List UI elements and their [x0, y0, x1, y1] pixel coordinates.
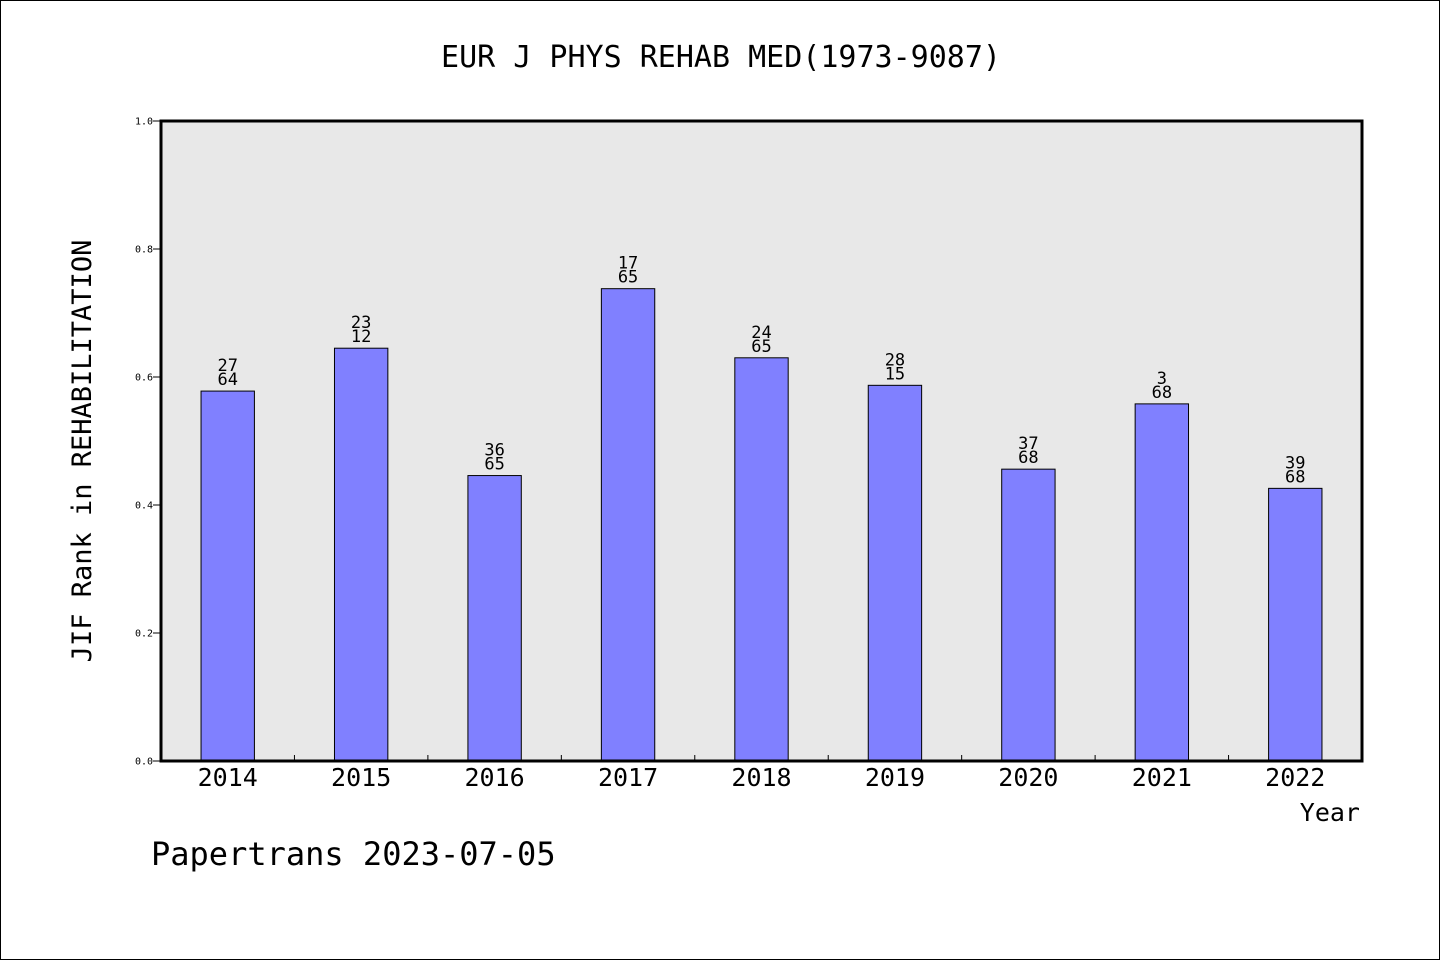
bar-2019 [867, 384, 923, 762]
bar-2015 [333, 347, 389, 762]
plot-border [159, 119, 1364, 763]
bar-label-bottom: 68 [1152, 383, 1172, 403]
bar-label-bottom: 64 [217, 370, 237, 390]
x-tick-label: 2016 [465, 763, 525, 792]
y-axis-label: JIF Rank in REHABILITATION [67, 240, 98, 663]
x-tick-label: 2017 [598, 763, 658, 792]
x-tick-label: 2014 [198, 763, 258, 792]
bar-label-bottom: 68 [1018, 448, 1038, 468]
x-tick-label: 2021 [1132, 763, 1192, 792]
y-axis: 0.0 0.2 0.4 0.6 0.8 1.0 [135, 117, 161, 768]
bar-label-bottom: 65 [484, 455, 504, 475]
chart-title: EUR J PHYS REHAB MED(1973-9087) [441, 40, 1001, 75]
y-tick-label: 0.8 [135, 245, 153, 256]
bar-label-bottom: 65 [751, 337, 771, 357]
bar-2017 [600, 288, 656, 762]
bar-label-top: 27 [217, 356, 237, 376]
x-tick-label: 2018 [731, 763, 791, 792]
x-axis: 2014 2015 2016 2017 2018 2019 2020 2021 2022 [198, 755, 1325, 792]
y-tick-label: 1.0 [135, 117, 153, 128]
y-tick-label: 0.2 [135, 629, 153, 640]
y-tick-label: 0.0 [135, 757, 153, 768]
bar-label-top: 17 [618, 254, 638, 274]
x-axis-label: Year [1300, 798, 1360, 827]
bar-label-bottom: 68 [1285, 467, 1305, 487]
x-tick-label: 2022 [1265, 763, 1325, 792]
x-tick-label: 2019 [865, 763, 925, 792]
bar-2014 [200, 390, 255, 762]
x-tick-label: 2015 [331, 763, 391, 792]
footer-text: Papertrans 2023-07-05 [151, 835, 556, 873]
bar-label-top: 39 [1285, 453, 1305, 473]
bar-2016 [467, 475, 522, 762]
bar-2022 [1268, 487, 1323, 762]
bar-label-bottom: 15 [885, 364, 905, 384]
bar-label-top: 37 [1018, 434, 1038, 454]
bar-label-top: 3 [1157, 369, 1167, 389]
bar-label-top: 24 [751, 323, 771, 343]
y-tick-label: 0.6 [135, 373, 153, 384]
bar-label-bottom: 65 [618, 268, 638, 288]
bar-label-bottom: 12 [351, 327, 371, 347]
bar-2020 [1001, 468, 1056, 762]
bar-series [200, 288, 1323, 762]
bar-label-top: 28 [885, 350, 905, 370]
bar-label-top: 36 [484, 441, 504, 461]
y-tick-label: 0.4 [135, 501, 153, 512]
bar-2021 [1134, 403, 1190, 762]
bar-label-top: 23 [351, 313, 371, 333]
bar-2018 [734, 357, 789, 762]
x-tick-label: 2020 [998, 763, 1058, 792]
